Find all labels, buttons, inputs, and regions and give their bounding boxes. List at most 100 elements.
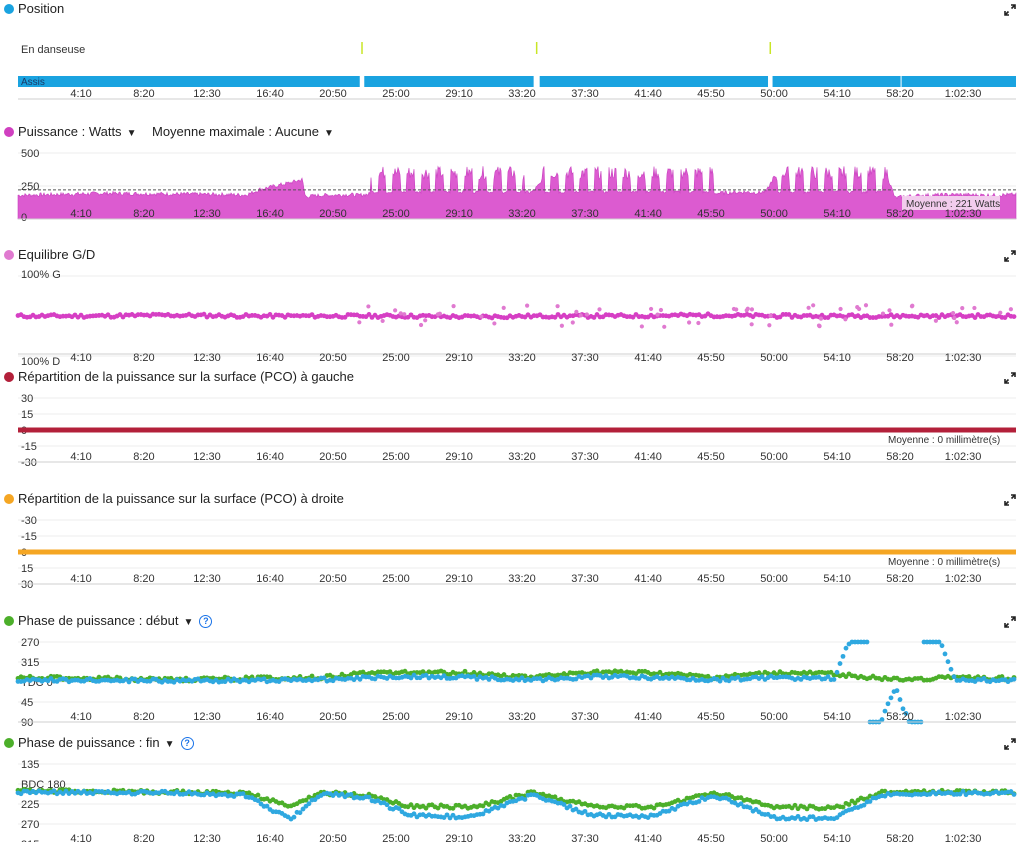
expand-icon[interactable]	[1004, 250, 1016, 262]
x-tick-label: 54:10	[823, 88, 851, 100]
balance-outlier	[816, 323, 822, 328]
phase-end-select[interactable]: Phase de puissance : fin ▼?	[18, 735, 194, 750]
phase-point	[936, 639, 942, 645]
x-tick-label: 58:20	[886, 88, 914, 100]
expand-icon[interactable]	[1004, 4, 1016, 16]
balance-outlier	[863, 303, 869, 308]
phase-point	[474, 677, 480, 682]
phase-point	[339, 791, 345, 797]
phase-point	[348, 792, 354, 797]
x-tick-label: 20:50	[319, 711, 347, 723]
x-tick-label: 45:50	[697, 573, 725, 585]
phase-peak-point	[480, 803, 486, 809]
balance-outlier	[570, 320, 575, 325]
x-tick-label: 54:10	[823, 208, 851, 220]
phase-peak-point	[303, 797, 309, 803]
balance-outlier	[818, 316, 824, 321]
max-average-select[interactable]: Moyenne maximale : Aucune ▼	[152, 124, 334, 139]
power-metric-select[interactable]: Puissance : Watts ▼	[18, 124, 136, 139]
x-tick-label: 33:20	[508, 451, 536, 463]
y-tick-label: 270	[21, 819, 39, 831]
y-tick-label: -15	[21, 531, 37, 543]
phase-start-select[interactable]: Phase de puissance : début ▼?	[18, 613, 213, 628]
x-tick-label: 41:40	[634, 833, 662, 842]
x-tick-label: 29:10	[445, 208, 473, 220]
balance-outlier	[767, 323, 772, 328]
phase-end-title: Phase de puissance : fin	[18, 735, 160, 750]
x-tick-label: 1:02:30	[945, 711, 982, 723]
seated-segment	[772, 76, 1016, 87]
x-tick-label: 37:30	[571, 208, 599, 220]
x-tick-label: 37:30	[571, 451, 599, 463]
y-tick-label: 45	[21, 697, 33, 709]
balance-outlier	[479, 314, 484, 319]
x-tick-label: 41:40	[634, 88, 662, 100]
x-tick-label: 4:10	[70, 573, 91, 585]
x-tick-label: 37:30	[571, 88, 599, 100]
y-tick-label: -30	[21, 515, 37, 527]
balance-outlier	[806, 305, 811, 310]
x-tick-label: 20:50	[319, 833, 347, 842]
x-tick-label: 29:10	[445, 833, 473, 842]
balance-point	[1011, 314, 1017, 320]
phase-point	[321, 675, 327, 681]
balance-outlier	[423, 318, 428, 323]
x-tick-label: 25:00	[382, 88, 410, 100]
balance-outlier	[662, 324, 667, 329]
x-tick-label: 20:50	[319, 208, 347, 220]
x-tick-label: 33:20	[508, 208, 536, 220]
phase-point	[738, 801, 744, 807]
x-tick-label: 45:50	[697, 208, 725, 220]
balance-outlier	[402, 312, 407, 317]
phase-peak-point	[501, 672, 507, 677]
balance-outlier	[686, 320, 692, 325]
x-tick-label: 37:30	[571, 711, 599, 723]
expand-icon[interactable]	[1004, 372, 1016, 384]
help-icon[interactable]: ?	[180, 737, 194, 750]
x-tick-label: 16:40	[256, 711, 284, 723]
balance-outlier	[1008, 307, 1013, 312]
balance-bottom-label: 100% D	[21, 356, 60, 368]
y-tick-label: BDC 180	[21, 779, 66, 791]
phase-end-header: Phase de puissance : fin ▼?	[0, 734, 1024, 754]
phase-point	[1011, 792, 1017, 797]
balance-outlier	[639, 324, 644, 329]
help-icon[interactable]: ?	[199, 615, 213, 628]
phase-point	[939, 643, 945, 649]
phase-point	[408, 675, 414, 681]
x-tick-label: 33:20	[508, 352, 536, 364]
phase-point	[951, 674, 957, 680]
x-tick-label: 1:02:30	[945, 352, 982, 364]
x-tick-label: 1:02:30	[945, 833, 982, 842]
max-average-label: Moyenne maximale : Aucune	[152, 124, 319, 139]
balance-chart: 100% G 100% D 4:10 8:20 12:30 16:40 20:50 25:00…	[15, 269, 1017, 368]
phase-point	[423, 672, 429, 678]
x-tick-label: 25:00	[382, 352, 410, 364]
balance-outlier	[843, 317, 848, 322]
x-tick-label: 54:10	[823, 833, 851, 842]
caret-down-icon: ▼	[323, 128, 334, 139]
phase-point	[696, 799, 702, 804]
balance-outlier	[525, 303, 530, 308]
balance-point	[786, 312, 792, 317]
expand-icon[interactable]	[1004, 494, 1016, 506]
expand-icon[interactable]	[1004, 738, 1016, 750]
y-tick-label: 0	[21, 212, 27, 224]
phase-end-legend-dot	[4, 738, 14, 748]
balance-outlier	[855, 304, 860, 310]
balance-outlier	[451, 304, 456, 309]
phase-peak-point	[966, 674, 972, 679]
expand-icon[interactable]	[1004, 616, 1016, 628]
x-tick-label: 25:00	[382, 208, 410, 220]
phase-point	[888, 695, 894, 701]
phase-point	[582, 808, 588, 814]
x-tick-label: 25:00	[382, 573, 410, 585]
phase-point	[366, 794, 372, 800]
x-tick-label: 50:00	[760, 711, 788, 723]
x-tick-label: 29:10	[445, 451, 473, 463]
phase-point	[471, 673, 477, 679]
phase-peak-point	[423, 805, 429, 811]
y-tick-label: 225	[21, 799, 39, 811]
x-tick-label: 16:40	[256, 833, 284, 842]
x-tick-label: 12:30	[193, 88, 221, 100]
